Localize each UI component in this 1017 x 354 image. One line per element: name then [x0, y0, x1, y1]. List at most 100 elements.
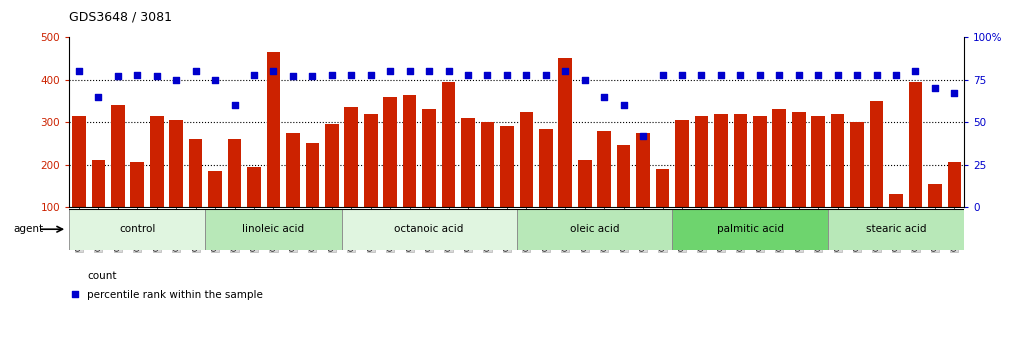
- Bar: [286, 133, 300, 250]
- Bar: [870, 101, 884, 250]
- Bar: [637, 133, 650, 250]
- Bar: [520, 112, 533, 250]
- Bar: [72, 116, 85, 250]
- Bar: [170, 120, 183, 250]
- Bar: [597, 131, 611, 250]
- Bar: [908, 82, 922, 250]
- Bar: [733, 114, 747, 250]
- Bar: [517, 209, 672, 250]
- Point: [91, 94, 107, 99]
- Bar: [325, 124, 339, 250]
- Point: [206, 77, 223, 82]
- Bar: [714, 114, 728, 250]
- Bar: [247, 167, 260, 250]
- Point: [363, 72, 379, 78]
- Point: [67, 291, 83, 297]
- Point: [596, 94, 612, 99]
- Bar: [828, 209, 964, 250]
- Bar: [792, 112, 805, 250]
- Bar: [831, 114, 844, 250]
- Bar: [850, 122, 863, 250]
- Bar: [461, 118, 475, 250]
- Bar: [345, 107, 358, 250]
- Point: [615, 102, 632, 108]
- Text: GDS3648 / 3081: GDS3648 / 3081: [69, 11, 172, 24]
- Point: [440, 68, 457, 74]
- Bar: [403, 95, 416, 250]
- Bar: [889, 194, 903, 250]
- Bar: [929, 184, 942, 250]
- Point: [227, 102, 243, 108]
- Point: [110, 73, 126, 79]
- Bar: [305, 143, 319, 250]
- Point: [752, 72, 768, 78]
- Bar: [228, 139, 241, 250]
- Bar: [111, 105, 125, 250]
- Bar: [266, 52, 281, 250]
- Point: [946, 90, 962, 96]
- Point: [694, 72, 710, 78]
- Text: percentile rank within the sample: percentile rank within the sample: [87, 290, 263, 300]
- Point: [732, 72, 749, 78]
- Point: [674, 72, 691, 78]
- Point: [402, 68, 418, 74]
- Point: [304, 73, 320, 79]
- Point: [246, 72, 262, 78]
- Point: [479, 72, 495, 78]
- Point: [323, 72, 340, 78]
- Bar: [675, 120, 689, 250]
- Point: [421, 68, 437, 74]
- Point: [926, 85, 943, 91]
- Point: [285, 73, 301, 79]
- Point: [265, 68, 282, 74]
- Point: [343, 72, 359, 78]
- Point: [790, 72, 806, 78]
- Bar: [383, 97, 397, 250]
- Point: [654, 72, 670, 78]
- Bar: [342, 209, 517, 250]
- Bar: [672, 209, 828, 250]
- Point: [830, 72, 846, 78]
- Point: [557, 68, 574, 74]
- Bar: [578, 160, 592, 250]
- Bar: [422, 109, 436, 250]
- Point: [382, 68, 399, 74]
- Bar: [130, 162, 144, 250]
- Point: [888, 72, 904, 78]
- Point: [71, 68, 87, 74]
- Bar: [364, 114, 377, 250]
- Point: [849, 72, 865, 78]
- Point: [869, 72, 885, 78]
- Point: [713, 72, 729, 78]
- Bar: [205, 209, 342, 250]
- Bar: [773, 109, 786, 250]
- Point: [498, 72, 515, 78]
- Bar: [656, 169, 669, 250]
- Bar: [948, 162, 961, 250]
- Text: oleic acid: oleic acid: [570, 224, 619, 234]
- Bar: [441, 82, 456, 250]
- Point: [187, 68, 203, 74]
- Point: [907, 68, 923, 74]
- Text: count: count: [87, 271, 117, 281]
- Text: control: control: [119, 224, 156, 234]
- Text: agent: agent: [13, 224, 44, 234]
- Bar: [481, 122, 494, 250]
- Point: [519, 72, 535, 78]
- Bar: [500, 126, 514, 250]
- Bar: [558, 58, 573, 250]
- Point: [771, 72, 787, 78]
- Point: [148, 73, 165, 79]
- Bar: [149, 116, 164, 250]
- Point: [635, 133, 651, 138]
- Point: [577, 77, 593, 82]
- Bar: [753, 116, 767, 250]
- Point: [168, 77, 184, 82]
- Bar: [208, 171, 222, 250]
- Bar: [539, 129, 552, 250]
- Point: [538, 72, 554, 78]
- Point: [129, 72, 145, 78]
- Bar: [92, 160, 105, 250]
- Text: palmitic acid: palmitic acid: [717, 224, 784, 234]
- Bar: [617, 145, 631, 250]
